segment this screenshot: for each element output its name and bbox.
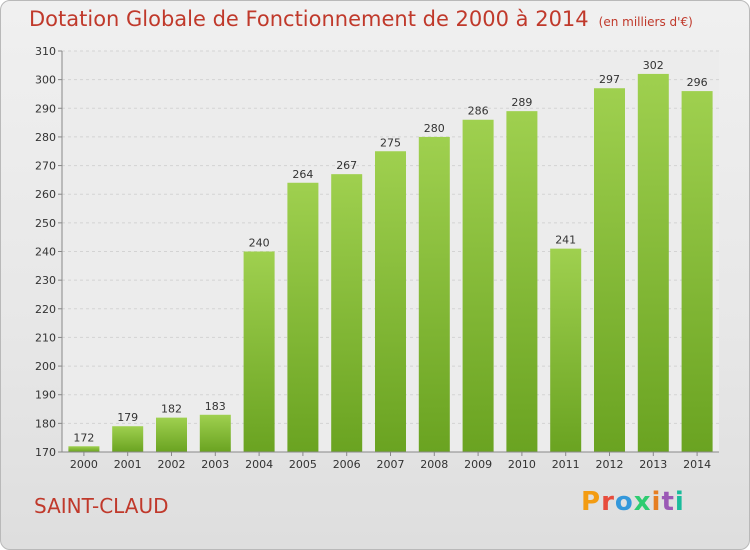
x-tick-label: 2003 <box>201 458 229 471</box>
x-tick-label: 2012 <box>596 458 624 471</box>
city-name: SAINT-CLAUD <box>34 494 169 518</box>
bar-2002 <box>156 417 187 452</box>
x-tick-label: 2001 <box>114 458 142 471</box>
bar-value-label: 179 <box>117 411 138 424</box>
bar-value-label: 267 <box>336 159 357 172</box>
bar-2012 <box>594 88 625 452</box>
bar-value-label: 183 <box>205 400 226 413</box>
y-tick-label: 180 <box>35 417 56 430</box>
y-tick-label: 240 <box>35 246 56 259</box>
x-tick-label: 2004 <box>245 458 273 471</box>
bar-2014 <box>681 91 713 452</box>
bar-value-label: 182 <box>161 403 182 416</box>
y-tick-label: 220 <box>35 303 56 316</box>
y-tick-label: 270 <box>35 160 56 173</box>
bar-value-label: 286 <box>468 105 489 118</box>
bar-2010 <box>506 111 538 453</box>
x-tick-label: 2002 <box>158 458 186 471</box>
bar-2004 <box>243 251 275 452</box>
bar-value-label: 264 <box>292 168 313 181</box>
y-tick-label: 210 <box>35 331 56 344</box>
y-tick-label: 260 <box>35 188 56 201</box>
x-tick-label: 2011 <box>552 458 580 471</box>
proxiti-logo: Proxiti <box>581 487 685 517</box>
bar-value-label: 241 <box>555 234 576 247</box>
bar-value-label: 296 <box>687 76 708 89</box>
x-tick-label: 2008 <box>420 458 448 471</box>
bar-2007 <box>375 151 406 452</box>
bar-value-label: 289 <box>511 96 532 109</box>
bar-value-label: 275 <box>380 136 401 149</box>
y-tick-label: 200 <box>35 360 56 373</box>
unit-note: (en milliers d'€) <box>598 15 693 29</box>
x-tick-label: 2000 <box>70 458 98 471</box>
bar-2008 <box>418 136 450 452</box>
x-tick-label: 2010 <box>508 458 536 471</box>
bar-2011 <box>550 248 582 452</box>
y-tick-label: 310 <box>35 45 56 58</box>
logo-letter: x <box>633 487 652 517</box>
logo-letter: i <box>674 487 685 517</box>
bar-2013 <box>637 73 669 453</box>
x-tick-label: 2006 <box>333 458 361 471</box>
bar-value-label: 297 <box>599 73 620 86</box>
y-tick-label: 280 <box>35 131 56 144</box>
y-tick-label: 230 <box>35 274 56 287</box>
y-tick-label: 170 <box>35 446 56 459</box>
logo-letter: t <box>661 487 675 517</box>
chart-title: Dotation Globale de Fonctionnement de 20… <box>29 7 693 31</box>
y-tick-label: 290 <box>35 102 56 115</box>
bar-2000 <box>68 446 100 452</box>
bar-value-label: 172 <box>73 431 94 444</box>
x-tick-label: 2007 <box>377 458 405 471</box>
x-tick-label: 2013 <box>639 458 667 471</box>
bar-value-label: 302 <box>643 59 664 72</box>
x-tick-label: 2009 <box>464 458 492 471</box>
bar-2006 <box>331 174 363 452</box>
bar-value-label: 240 <box>249 237 270 250</box>
bar-value-label: 280 <box>424 122 445 135</box>
bar-2001 <box>112 426 144 452</box>
bar-2003 <box>199 414 231 452</box>
y-tick-label: 250 <box>35 217 56 230</box>
x-tick-label: 2014 <box>683 458 711 471</box>
bar-2005 <box>287 182 319 452</box>
logo-letter: r <box>601 487 615 517</box>
y-tick-label: 190 <box>35 389 56 402</box>
bar-2009 <box>462 119 494 452</box>
y-tick-label: 300 <box>35 74 56 87</box>
logo-letter: P <box>581 487 602 517</box>
logo-letter: o <box>614 487 634 517</box>
x-tick-label: 2005 <box>289 458 317 471</box>
logo-letter: i <box>651 487 662 517</box>
